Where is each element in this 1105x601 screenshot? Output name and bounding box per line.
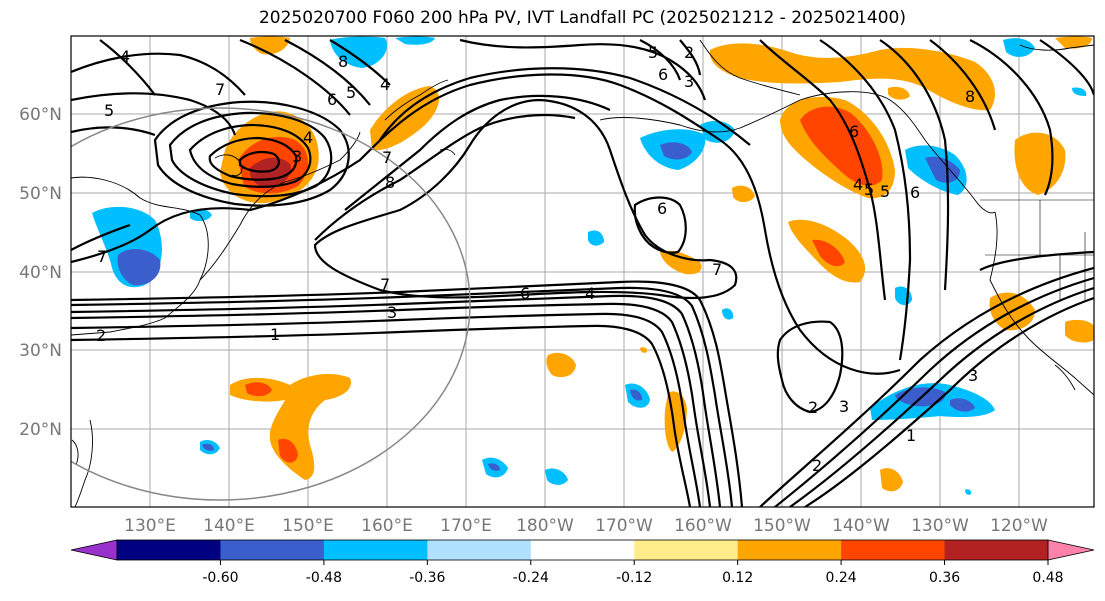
colorbar-segment — [117, 540, 221, 560]
map-title: 2025020700 F060 200 hPa PV, IVT Landfall… — [258, 8, 906, 28]
contour-label: 5 — [104, 101, 114, 120]
lon-label: 160°E — [361, 516, 413, 536]
contour-label: 8 — [385, 173, 395, 192]
colorbar-outline — [116, 539, 1049, 561]
contour-label: 6 — [657, 199, 667, 218]
political-borders — [980, 199, 1094, 300]
contour-label: 6 — [520, 284, 530, 303]
pv-contours — [71, 38, 1094, 507]
contour-label: 7 — [380, 275, 390, 294]
contour-label: 4 — [303, 128, 313, 147]
colorbar-segment — [427, 540, 532, 560]
colorbar-tick-label: 0.48 — [1032, 570, 1063, 586]
contour-label: 5 — [864, 180, 874, 199]
contour-label: 7 — [97, 247, 107, 266]
contour-label: 6 — [327, 90, 337, 109]
contour-label: 6 — [658, 65, 668, 84]
lon-label: 170°W — [595, 516, 653, 536]
colorbar-tick-label: 0.36 — [929, 570, 960, 586]
colorbar-segment — [944, 540, 1049, 560]
contour-label: 5 — [346, 83, 356, 102]
longitude-labels: 130°E 140°E 150°E 160°E 170°E 180°W 170°… — [124, 516, 1048, 536]
contour-label: 6 — [849, 122, 859, 141]
lon-label: 140°W — [832, 516, 890, 536]
lat-label: 40°N — [19, 263, 62, 283]
lon-label: 150°W — [753, 516, 811, 536]
lon-label: 140°E — [203, 516, 255, 536]
contour-label: 4 — [853, 175, 863, 194]
contour-label: 7 — [215, 80, 225, 99]
colorbar-extend-min — [70, 539, 118, 561]
lon-label: 170°E — [440, 516, 492, 536]
contour-label: 8 — [338, 52, 348, 71]
lon-label: 130°E — [124, 516, 176, 536]
colorbar-segment — [530, 540, 635, 560]
colorbar-tick-label: -0.60 — [202, 570, 238, 586]
contour-label: 7 — [382, 148, 392, 167]
colorbar-tick-label: 0.24 — [826, 570, 857, 586]
colorbar-extend-max — [1047, 539, 1095, 561]
colorbar-tick-label: -0.48 — [306, 570, 342, 586]
lat-label: 30°N — [19, 341, 62, 361]
contour-label: 4 — [120, 47, 130, 66]
contour-label: 3 — [292, 147, 302, 166]
contour-label: 3 — [968, 366, 978, 385]
latitude-labels: 60°N 50°N 40°N 30°N 20°N — [19, 105, 62, 440]
contour-label: 2 — [812, 456, 822, 475]
contour-label: 8 — [965, 87, 975, 106]
contour-label: 3 — [684, 72, 694, 91]
colorbar-tick-label: -0.36 — [409, 570, 445, 586]
lat-label: 20°N — [19, 420, 62, 440]
map-frame — [70, 35, 1095, 508]
coastlines — [71, 39, 1094, 507]
colorbar-segment — [323, 540, 428, 560]
reference-circle — [71, 107, 471, 501]
colorbar-segment — [841, 540, 946, 560]
colorbar-segment — [634, 540, 739, 560]
contour-label: 7 — [712, 260, 722, 279]
contour-label: 5 — [880, 182, 890, 201]
lon-label: 160°W — [674, 516, 732, 536]
contour-label: 3 — [387, 303, 397, 322]
contour-label: 6 — [910, 183, 920, 202]
contour-label: 1 — [270, 325, 280, 344]
colorbar-tick-label: -0.12 — [616, 570, 652, 586]
lat-label: 60°N — [19, 105, 62, 125]
colorbar-segment — [737, 540, 842, 560]
lon-label: 120°W — [990, 516, 1048, 536]
contour-label: 3 — [839, 397, 849, 416]
contour-label: 2 — [96, 326, 106, 345]
colorbar-tick-label: -0.24 — [513, 570, 549, 586]
lon-label: 130°W — [911, 516, 969, 536]
colorbar-tick-label: 0.12 — [722, 570, 753, 586]
contour-label: 4 — [585, 284, 595, 303]
colorbar: -0.60 -0.48 -0.36 -0.24 -0.12 0.12 0.24 0.36 0.4… — [70, 539, 1095, 586]
contour-label: 1 — [906, 426, 916, 445]
contour-label: 4 — [380, 75, 390, 94]
lat-label: 50°N — [19, 184, 62, 204]
contour-label: 2 — [808, 398, 818, 417]
contour-labels: 4 5 7 6 5 4 8 3 4 5 6 7 8 2 3 6 5 4 5 6 … — [96, 43, 978, 475]
colorbar-segment — [220, 540, 325, 560]
lon-label: 180°W — [516, 516, 574, 536]
contour-label: 5 — [648, 43, 658, 62]
lon-label: 150°E — [282, 516, 334, 536]
contour-label: 2 — [684, 43, 694, 62]
